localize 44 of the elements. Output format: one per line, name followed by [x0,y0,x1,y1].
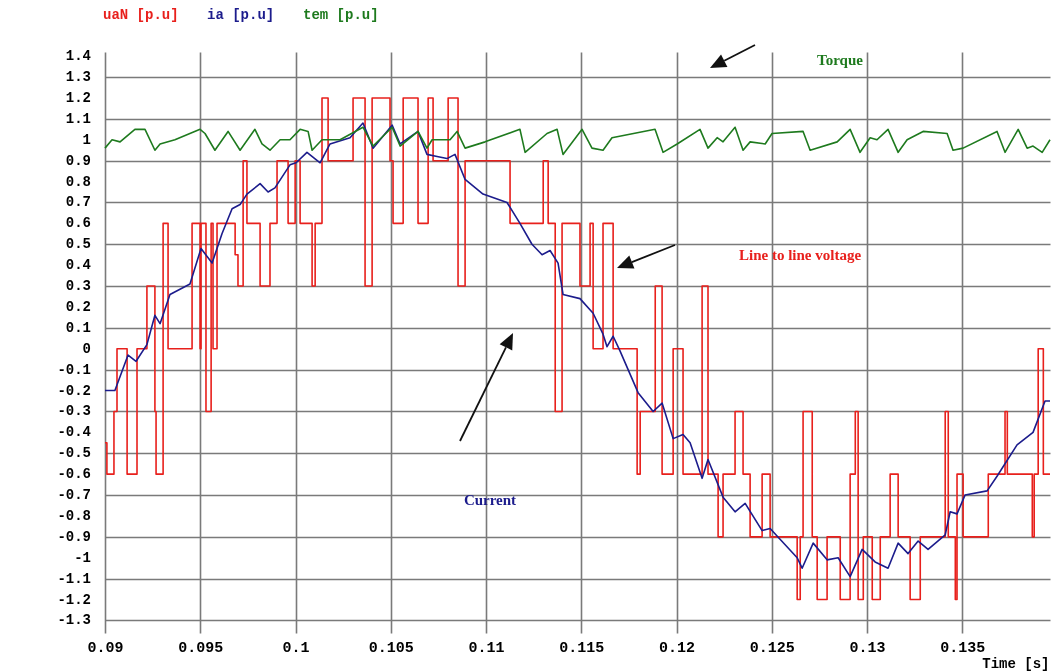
y-tick-label: 1.3 [65,69,91,86]
y-tick-label: -0.7 [57,487,91,504]
y-tick-label: 0.9 [65,152,91,169]
y-tick-label: 0.2 [65,298,91,315]
annotation: Torque [817,52,864,68]
y-tick-label: -1 [74,549,91,566]
x-tick-label: 0.11 [468,639,505,657]
y-tick-label: 0.6 [65,215,91,232]
y-tick-label: -0.8 [57,507,91,524]
y-tick-label: 1.4 [65,48,91,65]
y-tick-label: 1.1 [65,110,91,127]
x-axis-title: Time [s] [982,655,1050,671]
y-tick-label: 0.1 [65,319,91,336]
y-tick-label: 0.5 [65,236,91,253]
x-tick-label: 0.125 [749,639,795,657]
text: ia [p.u] [207,7,275,23]
x-tick-label: 0.105 [368,639,414,657]
y-tick-label: 1.2 [65,89,91,106]
x-tick-label: 0.115 [559,639,605,657]
y-tick-label: -0.9 [57,528,91,545]
y-tick-label: 1 [82,131,91,148]
y-tick-label: 0.7 [65,194,91,211]
y-tick-label: 0 [82,340,91,357]
y-tick-label: -1.1 [57,570,91,587]
y-tick-label: -1.3 [57,612,91,629]
x-tick-label: 0.135 [940,639,986,657]
x-tick-label: 0.12 [659,639,696,657]
y-tick-label: -1.2 [57,591,91,608]
y-tick-label: -0.3 [57,403,91,420]
y-tick-label: -0.2 [57,382,91,399]
y-tick-label: -0.1 [57,361,91,378]
y-tick-label: 0.4 [65,257,91,274]
y-tick-label: -0.4 [57,424,91,441]
x-tick-label: 0.1 [282,639,310,657]
x-tick-label: 0.13 [849,639,886,657]
y-tick-label: -0.6 [57,466,91,483]
x-tick-label: 0.095 [178,639,224,657]
y-tick-label: 0.3 [65,278,91,295]
x-tick-label: 0.09 [87,639,124,657]
text: tem [p.u] [303,7,379,23]
line-series [104,126,1051,156]
text: uaN [p.u] [103,7,179,23]
y-tick-label: -0.5 [57,445,91,462]
y-tick-label: 0.8 [65,173,91,190]
